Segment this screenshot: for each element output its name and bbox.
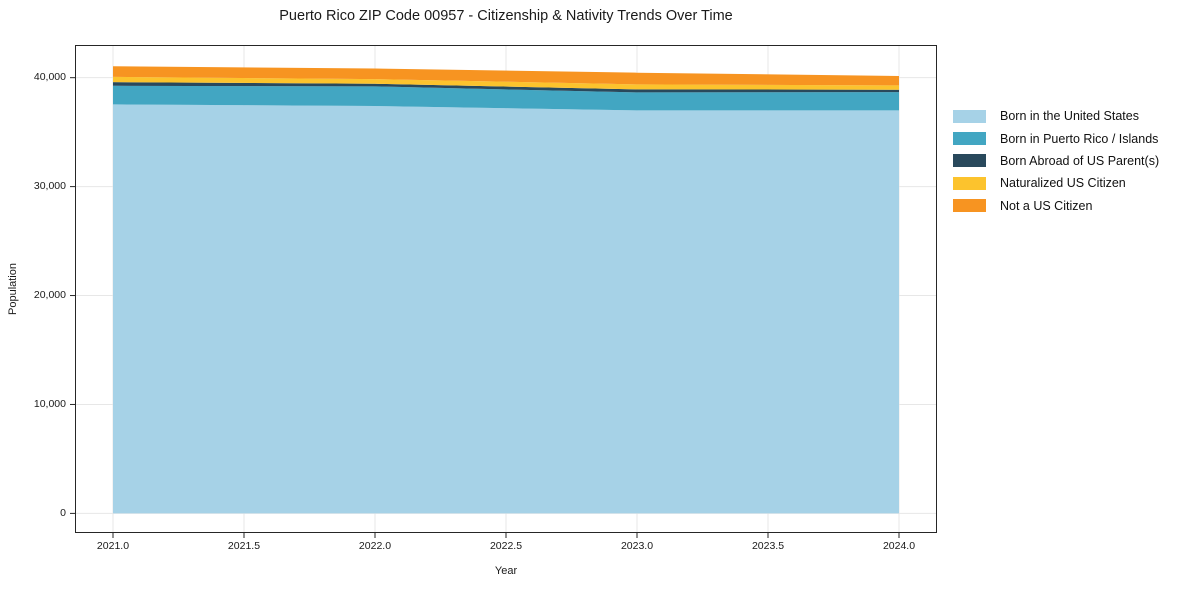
legend-item: Not a US Citizen	[953, 195, 1159, 217]
chart-title: Puerto Rico ZIP Code 00957 - Citizenship…	[279, 8, 733, 24]
y-tick-label: 0	[60, 506, 66, 519]
legend: Born in the United States Born in Puerto …	[953, 105, 1159, 217]
legend-label: Born in Puerto Rico / Islands	[1000, 131, 1159, 146]
legend-item: Born in Puerto Rico / Islands	[953, 127, 1159, 149]
legend-item: Naturalized US Citizen	[953, 172, 1159, 194]
y-tick-label: 10,000	[33, 397, 66, 410]
x-tick-label: 2021.0	[96, 540, 130, 552]
legend-swatch	[953, 109, 986, 123]
area-series-3	[113, 76, 899, 90]
x-tick-label: 2024.0	[882, 540, 916, 552]
legend-item: Born in the United States	[953, 105, 1159, 127]
legend-swatch	[953, 132, 986, 146]
x-tick-label: 2023.5	[751, 540, 785, 552]
y-tick-label: 40,000	[33, 71, 66, 84]
legend-label: Born Abroad of US Parent(s)	[1000, 153, 1160, 168]
legend-swatch	[953, 154, 986, 168]
legend-swatch	[953, 199, 986, 213]
legend-label: Naturalized US Citizen	[1000, 176, 1126, 191]
legend-swatch	[953, 176, 986, 190]
y-tick-label: 20,000	[33, 289, 66, 302]
x-axis-label: Year	[494, 565, 518, 577]
legend-label: Not a US Citizen	[1000, 198, 1093, 213]
area-series-1	[113, 85, 899, 111]
x-tick-label: 2021.5	[227, 540, 261, 552]
legend-label: Born in the United States	[1000, 109, 1139, 124]
plot-area	[70, 45, 937, 538]
x-tick-label: 2022.5	[489, 540, 523, 552]
legend-item: Born Abroad of US Parent(s)	[953, 150, 1159, 172]
x-tick-label: 2023.0	[620, 540, 654, 552]
area-series-0	[113, 104, 899, 514]
area-series-4	[113, 66, 899, 86]
y-tick-label: 30,000	[33, 180, 66, 193]
area-series-2	[113, 82, 899, 93]
x-tick-label: 2022.0	[358, 540, 392, 552]
